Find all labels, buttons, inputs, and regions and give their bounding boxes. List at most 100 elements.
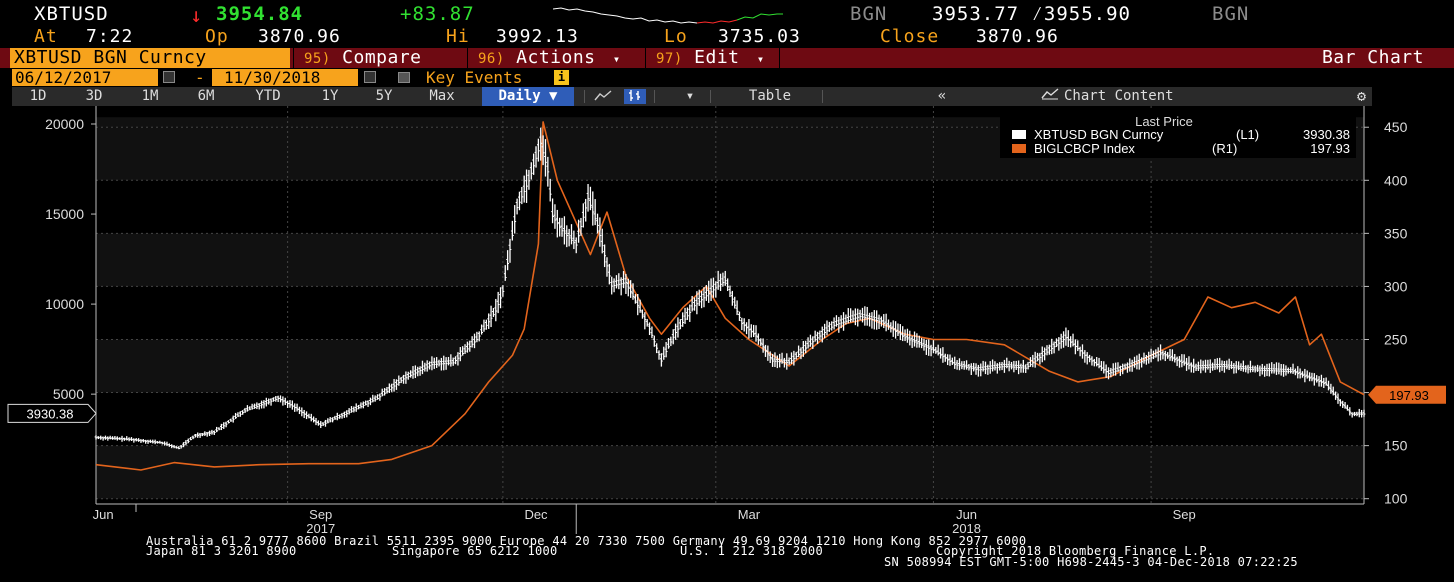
period-3d[interactable]: 3D bbox=[85, 88, 103, 104]
legend-axis-xbtusd: (L1) bbox=[1236, 127, 1259, 142]
legend-value-biglcbcp: 197.93 bbox=[1310, 141, 1350, 156]
edit-label: Edit bbox=[694, 47, 740, 68]
chart-content-button[interactable]: Chart Content bbox=[1064, 88, 1174, 104]
band bbox=[96, 117, 1364, 128]
price-change: +83.87 bbox=[400, 3, 475, 25]
period-1d[interactable]: 1D bbox=[29, 88, 47, 104]
pricing-source-label-2: BGN bbox=[1212, 3, 1250, 25]
end-date-field[interactable]: 11/30/2018 bbox=[212, 69, 358, 86]
left-tick-label: 10000 bbox=[45, 296, 84, 312]
line-chart-icon[interactable] bbox=[592, 89, 614, 104]
last-price-markers: 3930.38 197.93 bbox=[7, 385, 1446, 423]
right-tick-label: 300 bbox=[1384, 278, 1408, 294]
biglcbcp-line bbox=[95, 121, 1365, 471]
right-tick-label: 350 bbox=[1384, 225, 1408, 241]
security-field[interactable]: XBTUSD BGN Curncy bbox=[10, 48, 290, 68]
gear-icon[interactable]: ⚙ bbox=[1356, 87, 1366, 105]
down-arrow-icon: ↓ bbox=[190, 3, 204, 27]
x-tick-label: Sep bbox=[309, 507, 332, 522]
left-axis: 5000 10000 15000 20000 bbox=[45, 106, 97, 504]
band bbox=[96, 339, 1364, 393]
footer-contacts-japan: Japan 81 3 3201 8900 bbox=[146, 544, 297, 558]
chart-legend[interactable]: Last Price XBTUSD BGN Curncy (L1) 3930.3… bbox=[1000, 110, 1356, 158]
right-tick-label: 100 bbox=[1384, 491, 1408, 507]
bid-ask: 3953.77 ⁄3955.90 bbox=[932, 3, 1131, 25]
xbtusd-last-price-label: 3930.38 bbox=[27, 406, 74, 421]
right-tick-label: 450 bbox=[1384, 119, 1408, 135]
open-label: Op bbox=[205, 26, 229, 47]
function-bar: XBTUSD BGN Curncy 95) Compare 96) Action… bbox=[0, 48, 1454, 68]
compare-label: Compare bbox=[342, 47, 422, 68]
right-tick-label: 400 bbox=[1384, 172, 1408, 188]
biglcbcp-series bbox=[95, 121, 1365, 471]
divider bbox=[710, 90, 711, 103]
close-label: Close bbox=[880, 26, 940, 47]
divider bbox=[822, 90, 823, 103]
x-tick-label: Jun bbox=[93, 507, 114, 522]
legend-swatch-xbtusd bbox=[1012, 130, 1026, 139]
period-ytd[interactable]: YTD bbox=[255, 88, 281, 104]
compare-button[interactable]: 95) Compare bbox=[293, 48, 465, 68]
intraday-sparkline bbox=[553, 7, 783, 24]
chart-style-dropdown[interactable]: ▾ bbox=[685, 88, 695, 104]
left-tick-label: 20000 bbox=[45, 116, 84, 132]
actions-menu-button[interactable]: 96) Actions ▾ bbox=[467, 48, 643, 68]
footer-contacts-1: Australia 61 2 9777 8600 Brazil 5511 239… bbox=[146, 534, 1027, 548]
legend-background bbox=[1000, 110, 1356, 158]
actions-label: Actions bbox=[516, 47, 596, 68]
chart-type-title: Bar Chart bbox=[1321, 47, 1424, 68]
period-1m[interactable]: 1M bbox=[141, 88, 159, 104]
period-5y[interactable]: 5Y bbox=[375, 88, 393, 104]
collapse-panel-button[interactable]: « bbox=[937, 88, 947, 104]
footer-session-info: SN 508994 EST GMT-5:00 H698-2445-3 04-De… bbox=[884, 555, 1298, 569]
actions-number: 96) bbox=[478, 51, 505, 67]
chart-background bbox=[96, 117, 1364, 499]
calendar-icon[interactable] bbox=[364, 71, 376, 83]
x-tick-label: Jun bbox=[956, 507, 977, 522]
table-button[interactable]: Table bbox=[748, 88, 792, 104]
legend-swatch-biglcbcp bbox=[1012, 144, 1026, 153]
session-stats: At 7:22 Op 3870.96 Hi 3992.13 Lo 3735.03… bbox=[0, 26, 1454, 48]
ticker-symbol[interactable]: XBTUSD bbox=[34, 3, 109, 25]
x-year-label: 2017 bbox=[306, 521, 335, 536]
legend-axis-biglcbcp: (R1) bbox=[1212, 141, 1237, 156]
info-icon[interactable]: i bbox=[554, 70, 569, 85]
band bbox=[96, 233, 1364, 287]
period-1y[interactable]: 1Y bbox=[321, 88, 339, 104]
start-date-field[interactable]: 06/12/2017 bbox=[12, 69, 158, 86]
key-events-checkbox[interactable] bbox=[398, 72, 410, 83]
right-tick-label: 250 bbox=[1384, 331, 1408, 347]
right-tick-label: 150 bbox=[1384, 438, 1408, 454]
divider bbox=[779, 48, 780, 68]
divider bbox=[654, 90, 655, 103]
left-tick-label: 5000 bbox=[53, 386, 84, 402]
xbtusd-last-price-tag bbox=[7, 403, 97, 423]
at-value: 7:22 bbox=[86, 26, 134, 47]
footer: Australia 61 2 9777 8600 Brazil 5511 239… bbox=[0, 534, 1454, 582]
footer-contacts-singapore: Singapore 65 6212 1000 bbox=[392, 544, 558, 558]
close-value: 3870.96 bbox=[976, 26, 1059, 47]
chart-content-icon[interactable] bbox=[1038, 87, 1062, 106]
pricing-source-label: BGN bbox=[850, 3, 888, 25]
chart-toolbar: 1D 3D 1M 6M YTD 1Y 5Y Max Daily ▼ ▾ Tabl… bbox=[12, 87, 1372, 106]
frequency-dropdown[interactable]: Daily ▼ bbox=[482, 87, 574, 106]
legend-name-xbtusd: XBTUSD BGN Curncy bbox=[1034, 127, 1164, 142]
edit-menu-button[interactable]: 97) Edit ▾ bbox=[645, 48, 777, 68]
legend-title: Last Price bbox=[1135, 114, 1193, 129]
high-label: Hi bbox=[446, 26, 470, 47]
legend-value-xbtusd: 3930.38 bbox=[1303, 127, 1350, 142]
compare-number: 95) bbox=[304, 51, 331, 67]
edit-number: 97) bbox=[656, 51, 683, 67]
footer-contacts-us: U.S. 1 212 318 2000 bbox=[680, 544, 823, 558]
key-events-label[interactable]: Key Events bbox=[426, 68, 523, 87]
xbtusd-series bbox=[94, 127, 1366, 450]
bar-chart-icon[interactable] bbox=[624, 89, 646, 104]
high-value: 3992.13 bbox=[496, 26, 579, 47]
chevron-down-icon: ▾ bbox=[756, 52, 765, 66]
period-6m[interactable]: 6M bbox=[197, 88, 215, 104]
calendar-icon[interactable] bbox=[163, 71, 175, 83]
chart-grid bbox=[96, 106, 1364, 504]
period-max[interactable]: Max bbox=[429, 88, 455, 104]
